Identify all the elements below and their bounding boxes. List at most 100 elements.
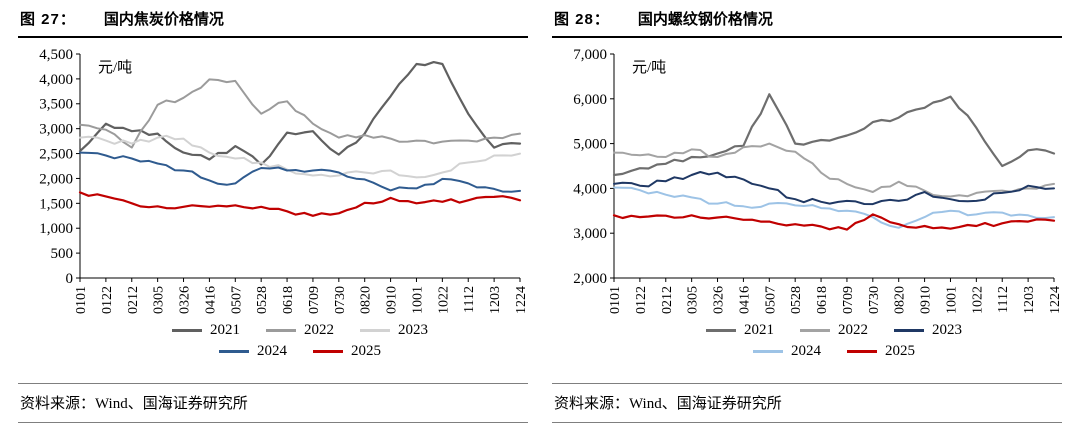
legend-item-2024: 2024 (219, 343, 287, 360)
coke-price-chart: 0 500 1,000 1,500 2,000 2,500 3,000 3,500 4,000 4… (18, 42, 529, 324)
x-tick-label: 0212 (126, 286, 141, 314)
x-tick-label: 0212 (660, 286, 675, 314)
y-tick-label: 500 (51, 246, 74, 262)
x-tick-label: 0305 (686, 286, 701, 314)
x-tick-label: 0507 (763, 286, 778, 314)
x-tick-label: 0709 (307, 286, 322, 314)
x-tick-label: 1001 (944, 286, 959, 314)
series-line-2023 (613, 171, 1055, 206)
legend-swatch-2024 (753, 349, 783, 354)
series-line-2021 (612, 93, 1056, 177)
x-tick-label: 0820 (359, 286, 374, 314)
legend-label: 2021 (744, 322, 774, 338)
x-tick-label: 1001 (410, 286, 425, 314)
source-note-right: 资料来源：Wind、国海证券研究所 (552, 383, 1062, 423)
legend-label: 2024 (257, 343, 287, 359)
figure-28-label: 图 28： (554, 11, 610, 28)
y-tick-label: 3,500 (39, 97, 73, 113)
x-tick-label: 0101 (74, 286, 89, 314)
legend-label: 2022 (838, 322, 868, 338)
legend-swatch-2021 (706, 328, 736, 333)
y-tick-label: 2,000 (573, 271, 607, 287)
series-line-2023 (79, 134, 521, 179)
x-tick-label: 0910 (919, 286, 934, 314)
figure-28-title: 国内螺纹钢价格情况 (637, 11, 773, 28)
figure-27-header: 图 27： 国内焦炭价格情况 (18, 6, 528, 38)
y-tick-label: 0 (66, 271, 74, 287)
chart-svg: 2,000 3,000 4,000 5,000 6,000 7,000 0101 0122 02… (573, 47, 1063, 314)
x-tick-label: 0326 (178, 286, 193, 314)
legend-item-2022: 2022 (800, 322, 868, 339)
y-tick-label: 2,500 (39, 147, 73, 163)
series-line-2024 (613, 186, 1055, 229)
legend-swatch-2025 (847, 349, 877, 354)
legend-label: 2023 (932, 322, 962, 338)
x-tick-label: 0618 (815, 286, 830, 314)
legend-row: 2021 2022 2023 (172, 322, 428, 339)
legend-label: 2021 (210, 322, 240, 338)
x-tick-label: 0305 (152, 286, 167, 314)
x-tick-label: 1224 (514, 286, 528, 314)
legend-swatch-2022 (800, 328, 830, 333)
legend-swatch-2023 (894, 328, 924, 333)
y-tick-label: 3,000 (39, 122, 73, 138)
y-tick-label: 4,000 (573, 181, 607, 197)
coke-chart-legend: 2021 2022 2023 2024 2025 (18, 322, 528, 360)
rebar-price-chart: 2,000 3,000 4,000 5,000 6,000 7,000 0101 0122 02… (552, 42, 1063, 324)
x-tick-label: 0416 (737, 286, 752, 314)
series-line-2025 (78, 191, 522, 217)
legend-item-2025: 2025 (847, 343, 915, 360)
figure-27-panel: 图 27： 国内焦炭价格情况 0 500 1,000 1,500 2,000 2,500 3… (6, 6, 540, 423)
source-note-left: 资料来源：Wind、国海证券研究所 (18, 383, 528, 423)
x-tick-label: 1224 (1048, 286, 1062, 314)
y-tick-label: 4,000 (39, 72, 73, 88)
series-line-2022 (79, 78, 521, 149)
x-tick-label: 0122 (100, 286, 115, 314)
x-tick-label: 0101 (608, 286, 623, 314)
x-tick-label: 1022 (436, 286, 451, 314)
figure-28-panel: 图 28： 国内螺纹钢价格情况 2,000 3,000 4,000 5,000 6,00… (540, 6, 1074, 423)
legend-label: 2023 (398, 322, 428, 338)
x-tick-label: 1203 (1022, 286, 1037, 314)
figure-27-title: 国内焦炭价格情况 (103, 11, 224, 28)
chart-svg: 0 500 1,000 1,500 2,000 2,500 3,000 3,500 4,000 4… (39, 47, 529, 314)
x-tick-label: 0730 (333, 286, 348, 314)
y-tick-label: 4,500 (39, 47, 73, 63)
x-tick-label: 0910 (385, 286, 400, 314)
x-tick-label: 0730 (867, 286, 882, 314)
legend-item-2021: 2021 (172, 322, 240, 339)
legend-item-2024: 2024 (753, 343, 821, 360)
legend-item-2025: 2025 (313, 343, 381, 360)
x-tick-label: 0416 (203, 286, 218, 314)
x-tick-label: 0528 (255, 286, 270, 314)
x-tick-label: 0507 (229, 286, 244, 314)
legend-row: 2024 2025 (219, 343, 381, 360)
legend-label: 2022 (304, 322, 334, 338)
legend-item-2023: 2023 (360, 322, 428, 339)
legend-row: 2024 2025 (753, 343, 915, 360)
unit-label: 元/吨 (98, 59, 132, 76)
legend-swatch-2022 (266, 328, 296, 333)
legend-row: 2021 2022 2023 (706, 322, 962, 339)
x-tick-label: 0122 (634, 286, 649, 314)
x-tick-label: 0709 (841, 286, 856, 314)
figure-27-label: 图 27： (20, 11, 76, 28)
unit-label: 元/吨 (632, 59, 666, 76)
series-line-2021 (78, 61, 522, 166)
y-tick-label: 3,000 (573, 226, 607, 242)
legend-item-2021: 2021 (706, 322, 774, 339)
legend-swatch-2021 (172, 328, 202, 333)
legend-label: 2025 (885, 343, 915, 359)
legend-item-2023: 2023 (894, 322, 962, 339)
x-tick-label: 0820 (893, 286, 908, 314)
x-tick-label: 0326 (712, 286, 727, 314)
legend-label: 2024 (791, 343, 821, 359)
x-tick-label: 0618 (281, 286, 296, 314)
y-tick-label: 2,000 (39, 171, 73, 187)
x-tick-label: 1112 (996, 286, 1011, 313)
x-tick-label: 1022 (970, 286, 985, 314)
legend-label: 2025 (351, 343, 381, 359)
y-tick-label: 1,000 (39, 221, 73, 237)
figure-28-header: 图 28： 国内螺纹钢价格情况 (552, 6, 1062, 38)
